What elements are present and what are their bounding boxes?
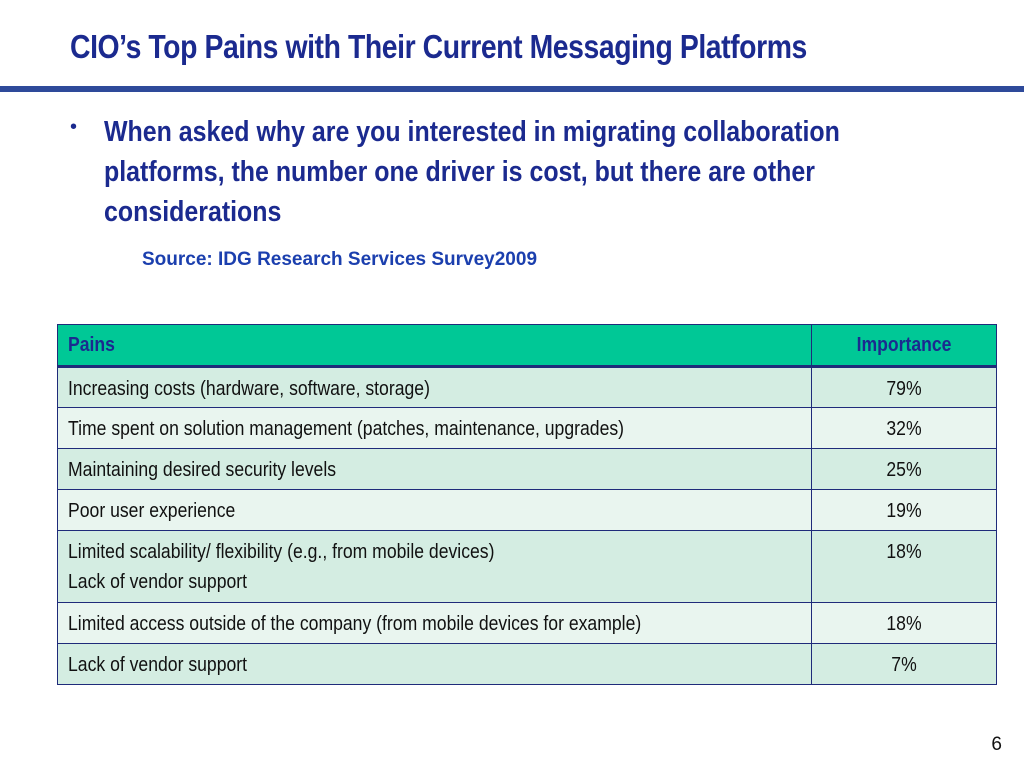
slide-title: CIO’s Top Pains with Their Current Messa… [70, 28, 807, 65]
table-row: Maintaining desired security levels 25% [57, 448, 997, 490]
pain-cell: Maintaining desired security levels [57, 448, 812, 490]
importance-cell: 19% [811, 489, 997, 531]
page-number: 6 [991, 734, 1002, 755]
pains-table: Pains Importance Increasing costs (hardw… [57, 324, 997, 685]
pain-cell: Limited scalability/ flexibility (e.g., … [57, 530, 812, 603]
table-row: Lack of vendor support 7% [57, 643, 997, 685]
table-row: Time spent on solution management (patch… [57, 407, 997, 449]
importance-cell: 32% [811, 407, 997, 449]
table-row: Limited scalability/ flexibility (e.g., … [57, 530, 997, 603]
table-row: Poor user experience 19% [57, 489, 997, 531]
pain-cell: Lack of vendor support [57, 643, 812, 685]
source-citation: Source: IDG Research Services Survey2009 [142, 249, 538, 270]
title-divider [0, 86, 1024, 92]
pain-cell: Increasing costs (hardware, software, st… [57, 366, 812, 408]
table-row: Limited access outside of the company (f… [57, 602, 997, 644]
importance-cell: 79% [811, 366, 997, 408]
header-pains: Pains [57, 324, 812, 368]
bullet-text: When asked why are you interested in mig… [104, 116, 840, 228]
importance-cell: 18% [811, 602, 997, 644]
importance-cell: 7% [811, 643, 997, 685]
pain-cell: Limited access outside of the company (f… [57, 602, 812, 644]
importance-cell: 25% [811, 448, 997, 490]
table-row: Increasing costs (hardware, software, st… [57, 366, 997, 408]
header-importance: Importance [811, 324, 997, 368]
pain-cell: Time spent on solution management (patch… [57, 407, 812, 449]
table-header-row: Pains Importance [57, 324, 997, 368]
importance-cell: 18% [811, 530, 997, 603]
pain-cell: Poor user experience [57, 489, 812, 531]
bullet-dot-icon: • [70, 116, 78, 138]
